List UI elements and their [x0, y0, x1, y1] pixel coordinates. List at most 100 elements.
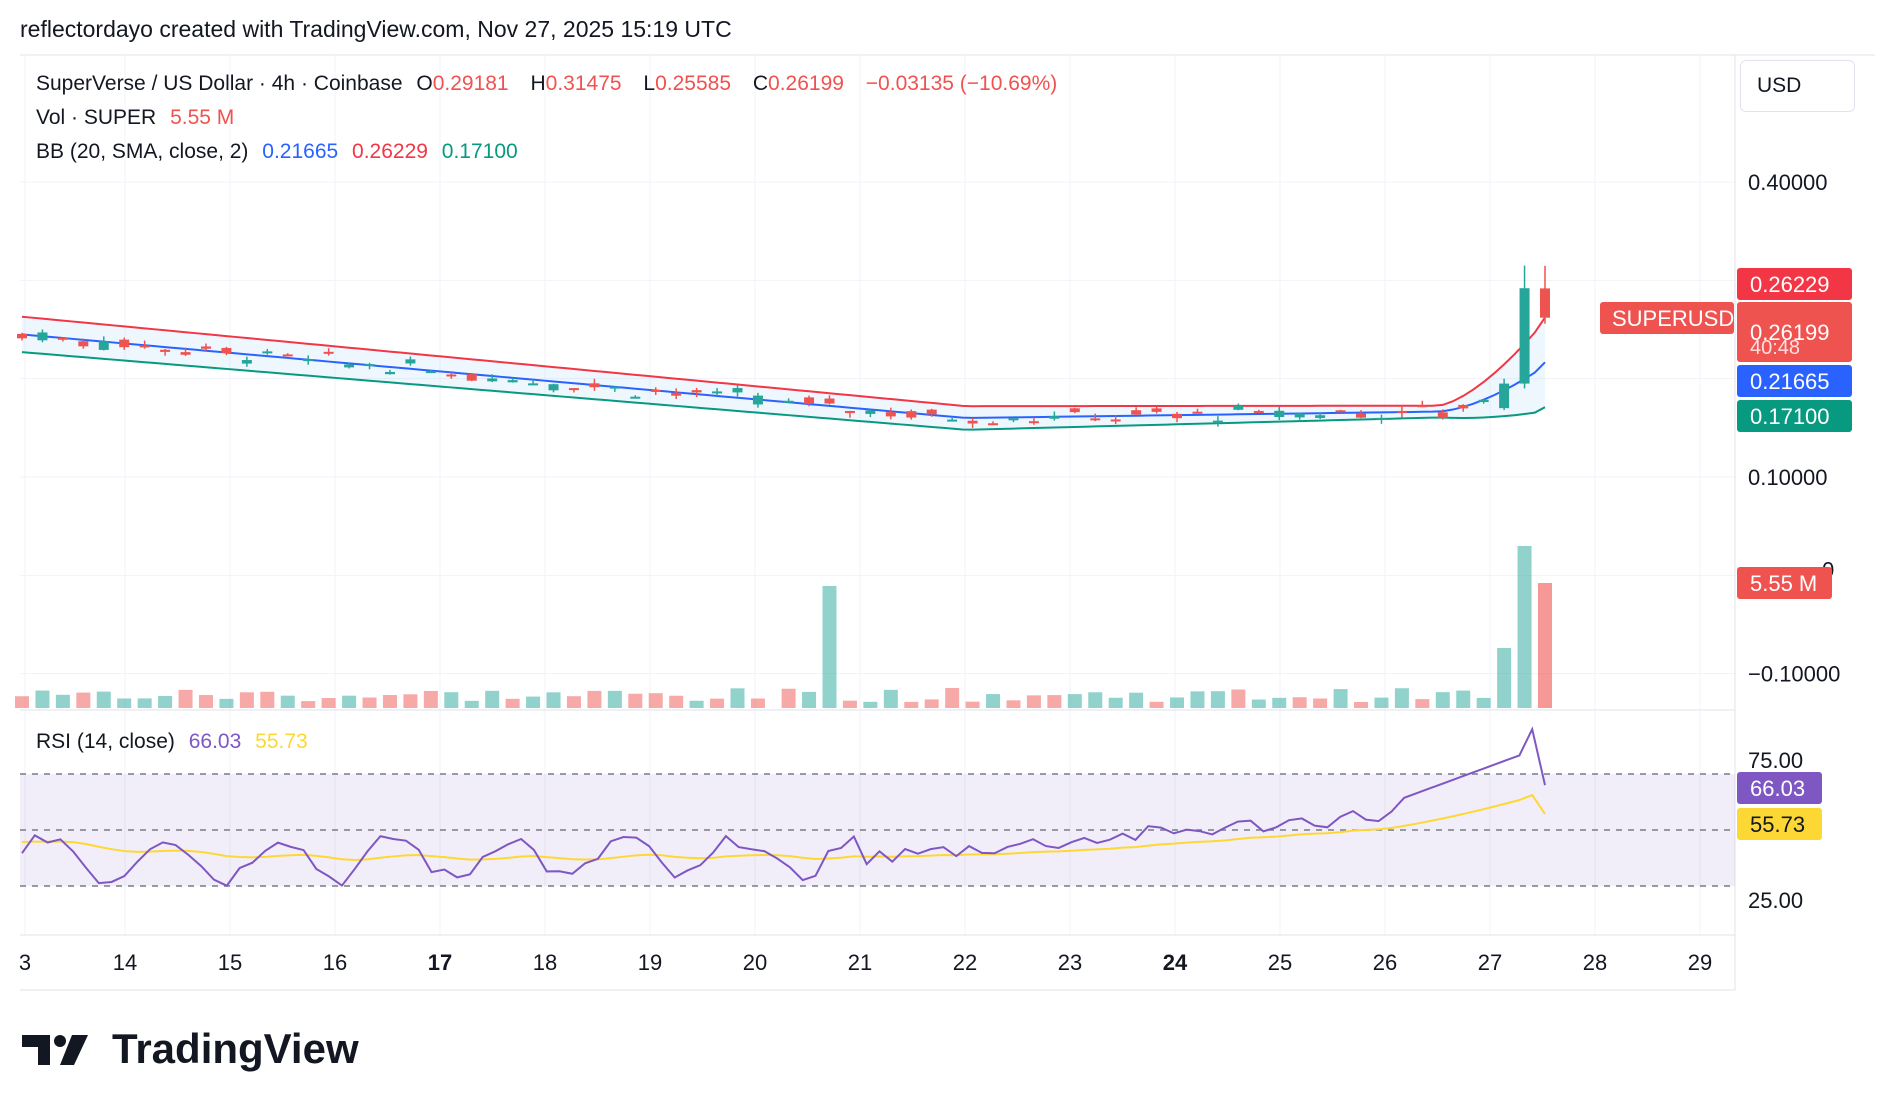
candle-body	[466, 374, 477, 381]
volume-bar	[945, 688, 960, 708]
candle-body	[906, 411, 917, 418]
volume-bar	[802, 691, 817, 708]
candle-body	[78, 341, 89, 347]
candle-body	[405, 359, 416, 364]
grid	[20, 55, 1735, 935]
volume-bar	[137, 698, 152, 708]
volume-bar	[117, 698, 132, 708]
volume-bar	[239, 692, 254, 708]
candle-body	[1499, 383, 1510, 409]
time-label: 15	[218, 950, 242, 975]
candle-body	[1396, 410, 1407, 413]
volume-bar	[423, 690, 438, 708]
volume-bar	[1292, 697, 1307, 708]
bollinger-lines	[21, 315, 1546, 431]
time-axis[interactable]: 3 14 15 16 17 18 19 20 21 22 23 24 25 26 27 28 29 0.40000…	[19, 170, 1841, 975]
volume-bar	[1251, 699, 1266, 708]
candle-body	[160, 349, 171, 352]
candle-body	[221, 347, 232, 354]
volume-bar	[342, 695, 357, 708]
candle-body	[1172, 413, 1183, 419]
candle-body	[1049, 416, 1060, 419]
price-tick-label: −0.10000	[1748, 662, 1840, 687]
volume-bar	[1272, 697, 1287, 708]
volume-bar	[1149, 701, 1164, 708]
candle-body	[691, 390, 702, 393]
volume-bar	[546, 692, 561, 708]
candle-body	[37, 332, 48, 341]
time-label: 28	[1583, 950, 1607, 975]
time-label: 14	[113, 950, 137, 975]
volume-bar	[669, 695, 684, 708]
candle-body	[671, 392, 682, 396]
candle-body	[1335, 410, 1346, 413]
candle-body	[1376, 417, 1387, 420]
volume-bar	[1129, 692, 1144, 708]
legend-close: 0.26199	[768, 72, 844, 95]
volume-bar	[965, 701, 980, 708]
candle-body	[732, 388, 743, 393]
time-label: 18	[533, 950, 557, 975]
volume-bar	[1088, 692, 1103, 708]
volume-bar	[628, 693, 643, 708]
volume-bar	[526, 696, 541, 708]
volume-bars	[15, 546, 1552, 708]
legend-rsi-label: RSI (14, close)	[36, 730, 175, 753]
tradingview-logo[interactable]: TradingView	[22, 1025, 359, 1073]
currency-button[interactable]: USD	[1740, 60, 1855, 112]
volume-bar	[730, 688, 745, 708]
candles	[17, 265, 1550, 428]
candle-body	[824, 398, 835, 404]
candle-body	[1478, 399, 1489, 403]
tradingview-logo-icon	[22, 1035, 88, 1065]
volume-bar	[822, 586, 837, 708]
volume-bar	[485, 690, 500, 708]
time-label: 19	[638, 950, 662, 975]
candle-body	[1233, 405, 1244, 410]
candle-body	[712, 391, 723, 394]
legend-vol-label: Vol · SUPER	[36, 106, 157, 129]
candle-body	[1131, 410, 1142, 415]
candle-body	[487, 378, 498, 382]
bollinger-upper-line	[21, 315, 1546, 408]
legend-open: 0.29181	[432, 72, 509, 95]
rsi-line	[21, 726, 1546, 887]
legend-rsi-value: 66.03	[188, 730, 242, 753]
legend-change: −0.03135 (−10.69%)	[865, 72, 1058, 95]
volume-bar	[1476, 697, 1491, 708]
candle-body	[17, 333, 27, 339]
legend-bb-lower: 0.17100	[441, 140, 518, 163]
candle-body	[568, 388, 579, 391]
volume-bar	[1067, 694, 1082, 708]
time-label: 17	[428, 950, 452, 975]
candle-body	[926, 409, 937, 415]
volume-bar	[198, 695, 213, 708]
candle-body	[446, 374, 457, 377]
tag-last-price: 0.26199	[1750, 320, 1830, 345]
volume-bar	[260, 691, 275, 708]
volume-bar	[1026, 695, 1041, 708]
legend-rsi-ma: 55.73	[255, 730, 308, 753]
volume-bar	[648, 693, 663, 708]
volume-bar	[689, 700, 704, 708]
volume-bar	[178, 689, 193, 708]
tag-volume-bg	[1737, 567, 1832, 599]
volume-bar	[382, 695, 397, 708]
volume-bar	[1231, 689, 1246, 708]
volume-bar	[1210, 691, 1225, 708]
volume-bar	[1190, 691, 1205, 708]
candle-body	[1069, 408, 1080, 413]
candle-body	[1274, 410, 1285, 418]
candle-body	[1540, 288, 1550, 318]
candle-body	[384, 371, 395, 375]
legend-symbol-row: SuperVerse / US Dollar · 4h · Coinbase O…	[36, 72, 1058, 95]
candle-body	[988, 423, 999, 426]
tag-rsi-value: 66.03	[1750, 776, 1805, 801]
volume-bar	[1456, 690, 1471, 708]
candle-body	[1458, 404, 1469, 409]
volume-bar	[76, 692, 91, 708]
candle-body	[507, 380, 518, 383]
candle-body	[119, 339, 130, 348]
legend-volume-row: Vol · SUPER 5.55 M	[36, 106, 242, 130]
